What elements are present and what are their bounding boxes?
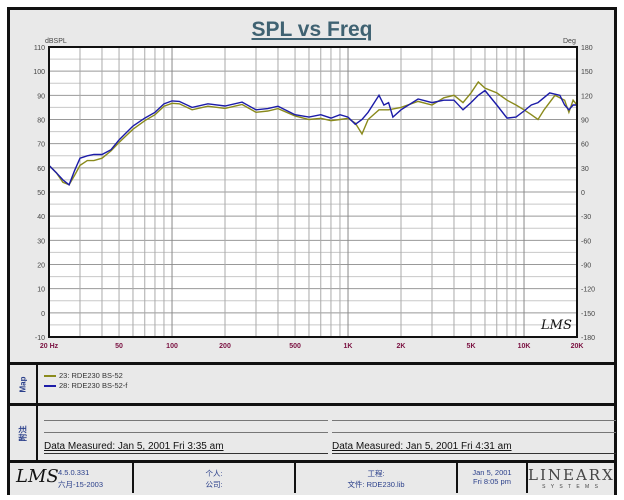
x-tick-label: 10K bbox=[518, 343, 531, 350]
y-tick-label: 10 bbox=[37, 287, 45, 294]
x-tick-label: 5K bbox=[467, 343, 476, 350]
y-tick-label: 80 bbox=[37, 118, 45, 125]
series-line-0 bbox=[48, 80, 578, 186]
legend-swatch-icon bbox=[44, 374, 56, 377]
y2-tick-label: -150 bbox=[581, 311, 595, 318]
y2-tick-label: 60 bbox=[581, 142, 589, 149]
spl-chart: 1101009080706050403020100-10180150120906… bbox=[33, 38, 595, 350]
plot-border bbox=[48, 46, 578, 338]
notes-label: 附注 bbox=[18, 425, 28, 441]
y-tick-label: 0 bbox=[41, 311, 45, 318]
data-measured-left: Data Measured: Jan 5, 2001 Fri 3:35 am bbox=[44, 441, 328, 454]
legend-swatch-icon bbox=[44, 384, 56, 387]
y-tick-label: 30 bbox=[37, 238, 45, 245]
data-measured-right: Data Measured: Jan 5, 2001 Fri 4:31 am bbox=[332, 441, 616, 454]
x-tick-label: 20K bbox=[571, 343, 584, 350]
y2-axis-label: Deg bbox=[563, 38, 576, 45]
lms-watermark: LMS bbox=[540, 318, 572, 333]
report-frame: SPL vs Freq 110 100 90 80 70 60 50 40 30 20 10 0 -10… bbox=[7, 7, 617, 495]
notes-section: 附注 Data Measured: Jan 5, 2001 Fri 3:35 a… bbox=[10, 403, 616, 460]
y-tick-label: 90 bbox=[37, 93, 45, 100]
y-tick-label: 110 bbox=[34, 45, 45, 52]
map-section: Map 23: RDE230 BS-52 28: RDE230 BS-52-f bbox=[10, 362, 614, 403]
y2-tick-label: 150 bbox=[581, 69, 593, 76]
footer: LMS 4.5.0.331 六月-15-2003 个人: 公司: 工程: 文件:… bbox=[10, 460, 614, 495]
x-tick-label: 200 bbox=[219, 343, 231, 350]
y2-tick-label: 120 bbox=[581, 93, 593, 100]
y-tick-label: 20 bbox=[37, 263, 45, 270]
y-tick-label: 70 bbox=[37, 142, 45, 149]
y-tick-label: 50 bbox=[37, 190, 45, 197]
y2-tick-label: -120 bbox=[581, 287, 595, 294]
note-right: Data Measured: Jan 5, 2001 Fri 4:31 am bbox=[332, 410, 616, 456]
x-tick-label: 100 bbox=[166, 343, 178, 350]
y2-tick-label: 90 bbox=[581, 118, 589, 125]
map-label: Map bbox=[18, 376, 28, 392]
series-line-1 bbox=[48, 89, 577, 186]
y-tick-label: 100 bbox=[33, 69, 45, 76]
y-tick-label: 60 bbox=[37, 166, 45, 173]
legend-item: 23: RDE230 BS-52 bbox=[44, 371, 123, 380]
y2-tick-label: -90 bbox=[581, 263, 591, 270]
y2-tick-label: 180 bbox=[581, 45, 593, 52]
linearx-logo: LINEARX S Y S T E M S bbox=[528, 466, 615, 490]
x-tick-label: 2K bbox=[397, 343, 406, 350]
y-tick-label: 40 bbox=[37, 214, 45, 221]
note-left: Data Measured: Jan 5, 2001 Fri 3:35 am bbox=[44, 410, 328, 456]
y2-tick-label: 0 bbox=[581, 190, 585, 197]
y2-tick-label: -30 bbox=[581, 214, 591, 221]
y-axis-label: dBSPL bbox=[45, 38, 67, 45]
x-tick-label: 20 Hz bbox=[40, 343, 59, 350]
chart-title: SPL vs Freq bbox=[251, 18, 373, 41]
legend-item: 28: RDE230 BS-52-f bbox=[44, 381, 127, 390]
x-tick-label: 1K bbox=[344, 343, 353, 350]
y2-tick-label: -180 bbox=[581, 335, 595, 342]
y2-tick-label: -60 bbox=[581, 238, 591, 245]
x-tick-label: 50 bbox=[115, 343, 123, 350]
y2-tick-label: 30 bbox=[581, 166, 589, 173]
x-tick-label: 500 bbox=[289, 343, 301, 350]
y-tick-label: -10 bbox=[35, 335, 45, 342]
lms-logo: LMS bbox=[16, 466, 59, 487]
